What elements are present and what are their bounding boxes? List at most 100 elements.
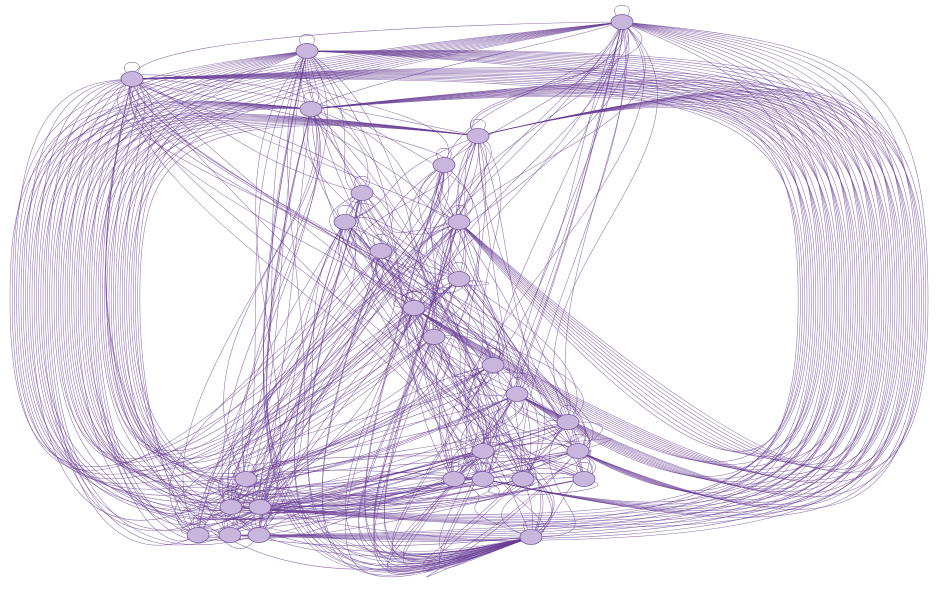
- edge: [477, 135, 569, 423]
- outer-loop-right: [482, 21, 874, 511]
- bottom-arc: [386, 450, 532, 569]
- outer-loop-left: [93, 106, 312, 542]
- edge: [306, 50, 532, 538]
- outer-loop-right: [306, 50, 861, 501]
- edge: [413, 307, 526, 480]
- edge: [230, 364, 494, 508]
- state-node-n24[interactable]: [219, 499, 243, 515]
- bottom-arc: [266, 108, 532, 559]
- edge: [242, 108, 321, 480]
- edge: [344, 192, 373, 223]
- state-node-n29[interactable]: [519, 529, 543, 545]
- outer-loop-left: [102, 78, 460, 452]
- state-node-n27[interactable]: [218, 527, 242, 543]
- state-node-n9[interactable]: [447, 214, 471, 230]
- state-node-n18[interactable]: [566, 443, 590, 459]
- outer-loop-right: [306, 50, 905, 516]
- state-node-n4[interactable]: [299, 101, 323, 117]
- state-node-n6[interactable]: [432, 157, 456, 173]
- outer-loop-left: [55, 50, 460, 460]
- edge: [205, 278, 469, 536]
- edge: [482, 457, 585, 480]
- edge: [310, 108, 455, 480]
- edge: [469, 21, 643, 137]
- state-node-n25[interactable]: [248, 499, 272, 515]
- state-node-n22[interactable]: [511, 471, 535, 487]
- state-node-n5[interactable]: [466, 128, 490, 144]
- outer-loop-left: [113, 78, 494, 474]
- state-node-n19[interactable]: [234, 471, 258, 487]
- bottom-arc: [307, 192, 532, 563]
- edge: [128, 78, 501, 366]
- state-node-n26[interactable]: [186, 527, 210, 543]
- state-node-n23[interactable]: [572, 471, 596, 487]
- state-node-n14[interactable]: [481, 357, 505, 373]
- state-node-n3[interactable]: [120, 71, 144, 87]
- edge: [361, 192, 484, 452]
- edge: [375, 250, 449, 338]
- edge: [259, 364, 494, 508]
- outer-loop-right: [306, 50, 828, 505]
- outer-loop-right: [229, 21, 885, 539]
- outer-loop-right: [306, 50, 883, 465]
- bottom-arc: [426, 450, 579, 572]
- outer-loop-right: [310, 84, 889, 514]
- bottom-arc: [294, 221, 532, 566]
- outer-loop-right: [477, 107, 799, 491]
- bottom-arc: [426, 450, 579, 578]
- state-node-n2[interactable]: [295, 43, 319, 59]
- edge: [258, 108, 312, 536]
- state-node-n17[interactable]: [471, 443, 495, 459]
- state-node-n8[interactable]: [333, 214, 357, 230]
- outer-loop-right: [413, 97, 865, 473]
- edge: [516, 21, 623, 395]
- outer-loop-left: [91, 78, 261, 525]
- state-node-n7[interactable]: [350, 185, 374, 201]
- state-node-n21[interactable]: [471, 471, 495, 487]
- state-node-n13[interactable]: [422, 329, 446, 345]
- edge: [433, 336, 524, 480]
- edge: [433, 336, 518, 396]
- bottom-arc: [373, 221, 532, 568]
- bottom-arc: [345, 307, 532, 558]
- edge: [306, 50, 585, 480]
- bottom-arc: [391, 364, 532, 564]
- edge: [355, 192, 571, 423]
- state-node-n28[interactable]: [247, 527, 271, 543]
- state-node-n1[interactable]: [610, 14, 634, 30]
- outer-loop-left: [99, 50, 532, 543]
- state-node-n12[interactable]: [402, 300, 426, 316]
- self-loop: [570, 434, 586, 445]
- outer-loop-right: [310, 87, 867, 463]
- edge: [477, 135, 502, 366]
- bottom-arc: [373, 278, 532, 574]
- state-node-n10[interactable]: [369, 243, 393, 259]
- outer-loop-left: [137, 108, 312, 520]
- outer-loop-left: [132, 50, 585, 507]
- bottom-arc: [403, 393, 532, 567]
- edge: [380, 21, 623, 252]
- outer-loop-right: [229, 50, 916, 541]
- edge: [344, 221, 518, 395]
- outer-loop-left: [38, 102, 524, 520]
- outer-loop-left: [60, 104, 460, 467]
- outer-loop-left: [97, 21, 623, 541]
- state-node-n16[interactable]: [556, 414, 580, 430]
- state-node-n11[interactable]: [447, 271, 471, 287]
- outer-loop-left: [36, 78, 484, 520]
- edge: [375, 250, 520, 395]
- outer-loop-right: [229, 21, 808, 536]
- edge: [197, 164, 445, 536]
- outer-loop-right: [310, 86, 878, 490]
- edge: [258, 164, 445, 536]
- edge: [131, 21, 623, 80]
- outer-loop-right: [131, 67, 924, 498]
- bottom-arc: [266, 108, 532, 573]
- edge: [564, 21, 628, 452]
- outer-loop-right: [458, 21, 929, 473]
- edge: [303, 108, 434, 309]
- state-node-n15[interactable]: [505, 386, 529, 402]
- outer-loop-right: [477, 102, 832, 482]
- outer-loop-left: [49, 103, 312, 546]
- state-node-n20[interactable]: [442, 471, 466, 487]
